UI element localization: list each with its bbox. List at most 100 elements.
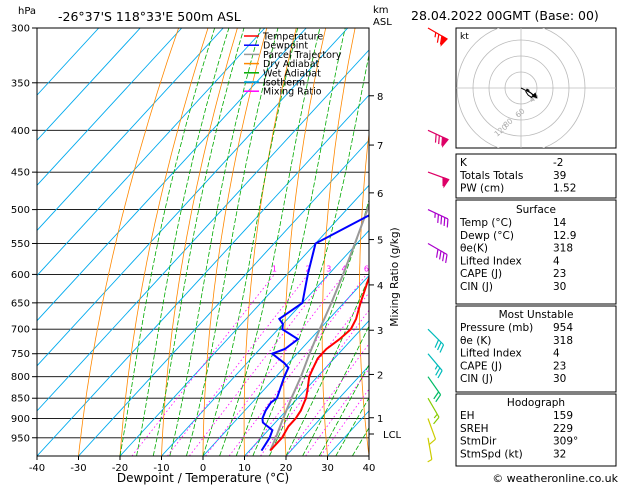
table-row-value: 4 — [553, 255, 560, 267]
pressure-tick-label: 900 — [11, 414, 30, 425]
chart-title: -26°37'S 118°33'E 500m ASL — [58, 9, 241, 24]
km-tick-label: 6 — [377, 189, 383, 200]
x-axis-label: Dewpoint / Temperature (°C) — [117, 471, 289, 485]
mixing-ratio-line — [228, 274, 367, 456]
wet-adiabat-line — [169, 28, 261, 456]
table-row-label: EH — [460, 410, 475, 422]
table-row-value: 23 — [553, 360, 566, 372]
legend-label: Dewpoint — [263, 41, 308, 52]
wet-adiabat-line — [335, 396, 369, 456]
isotherm-line — [37, 49, 369, 412]
table-row-value: 229 — [553, 423, 573, 435]
km-tick-label: 5 — [377, 236, 383, 247]
mixing-ratio-label: 20 — [433, 264, 443, 273]
legend-label: Mixing Ratio — [263, 87, 322, 98]
table-row-label: CAPE (J) — [460, 268, 502, 280]
dry-adiabat-line — [243, 28, 297, 456]
wet-adiabat-line — [235, 28, 346, 456]
table-row-value: 4 — [553, 348, 560, 360]
table-row-label: StmSpd (kt) — [460, 448, 523, 460]
table-row-value: 30 — [553, 373, 566, 385]
x-tick-label: 10 — [238, 463, 251, 474]
isotherm-line — [37, 28, 224, 232]
table-row-label: Totals Totals — [459, 170, 523, 182]
x-tick-label: -10 — [153, 463, 169, 474]
isotherm-line — [285, 365, 369, 456]
hodograph-index-box — [455, 393, 617, 467]
mixing-ratio-axis-label: Mixing Ratio (g/kg) — [389, 227, 401, 326]
table-row-value: 1.52 — [553, 183, 576, 195]
table-row-label: StmDir — [460, 436, 497, 448]
dewpoint-line — [260, 214, 369, 452]
wind-barb — [427, 353, 443, 379]
profiles — [260, 202, 369, 452]
isotherm-line — [37, 28, 141, 141]
table-row-value: 39 — [553, 170, 566, 182]
table-row-value: 318 — [553, 243, 573, 255]
wind-barb — [427, 209, 449, 228]
km-tick-label: 2 — [377, 370, 383, 381]
mixing-ratio-label: 2 — [305, 264, 310, 273]
wet-adiabat-line — [318, 363, 369, 456]
table-row-value: 32 — [553, 448, 566, 460]
mixing-ratio-label: 3 — [326, 264, 331, 273]
table-row-label: SREH — [460, 423, 489, 435]
wet-adiabat-line — [136, 28, 230, 456]
table-section-title: Surface — [516, 204, 556, 216]
table-row-value: 954 — [553, 322, 573, 334]
x-tick-label: -20 — [112, 463, 128, 474]
parcel-trajectory-line — [269, 202, 369, 452]
table-row-value: 318 — [553, 335, 573, 347]
table-row-label: Lifted Index — [460, 348, 522, 360]
wet-adiabat-line — [152, 28, 245, 456]
wet-adiabat-line — [119, 28, 216, 456]
legend-label: Isotherm — [263, 78, 305, 89]
hodograph-unit: kt — [460, 32, 469, 42]
table-row-label: θe (K) — [460, 335, 491, 347]
lcl-label: LCL — [383, 430, 402, 441]
indices-box — [455, 153, 617, 199]
pressure-tick-label: 450 — [11, 168, 30, 179]
wet-adiabat-line — [302, 325, 369, 456]
dry-adiabat-line — [202, 28, 268, 456]
dry-adiabat-line — [119, 28, 209, 456]
isotherm-line — [37, 28, 266, 277]
pressure-tick-label: 550 — [11, 239, 30, 250]
table-row-value: 23 — [553, 268, 566, 280]
km-tick-label: 3 — [377, 326, 383, 337]
pressure-tick-label: 650 — [11, 298, 30, 309]
x-tick-label: 40 — [363, 463, 376, 474]
wet-adiabat-line — [186, 28, 279, 456]
pressure-tick-label: 300 — [11, 24, 30, 35]
right-axis-unit-sub: ASL — [373, 17, 392, 28]
isotherm-line — [78, 139, 369, 456]
table-row-value: 309° — [553, 436, 578, 448]
dry-adiabat-line — [161, 28, 238, 456]
table-section-title: Most Unstable — [499, 309, 574, 321]
km-tick-label: 7 — [377, 141, 383, 152]
dry-adiabat-line — [78, 28, 179, 456]
dry-adiabat-line — [321, 28, 356, 456]
table-row-label: CIN (J) — [460, 373, 493, 385]
table-row-value: 159 — [553, 410, 573, 422]
wind-barb — [427, 328, 445, 353]
isotherm-line — [37, 28, 307, 322]
table-row-label: CIN (J) — [460, 281, 493, 293]
table-section-title: Hodograph — [507, 397, 565, 409]
table-row-label: θe(K) — [460, 243, 488, 255]
x-tick-label: 0 — [200, 463, 206, 474]
table-row-label: Pressure (mb) — [460, 322, 533, 334]
right-axis-unit: km — [373, 5, 389, 16]
mixing-ratio-line — [320, 388, 369, 456]
mixing-ratio-label: 1 — [272, 264, 277, 273]
legend-label: Parcel Trajectory — [263, 50, 342, 61]
wet-adiabat-line — [219, 28, 321, 456]
wind-barbs — [427, 27, 450, 463]
mixing-ratio-label: 8 — [380, 264, 385, 273]
surface-box — [455, 199, 617, 305]
left-axis-unit: hPa — [18, 6, 36, 17]
wet-adiabat-line — [252, 52, 369, 456]
